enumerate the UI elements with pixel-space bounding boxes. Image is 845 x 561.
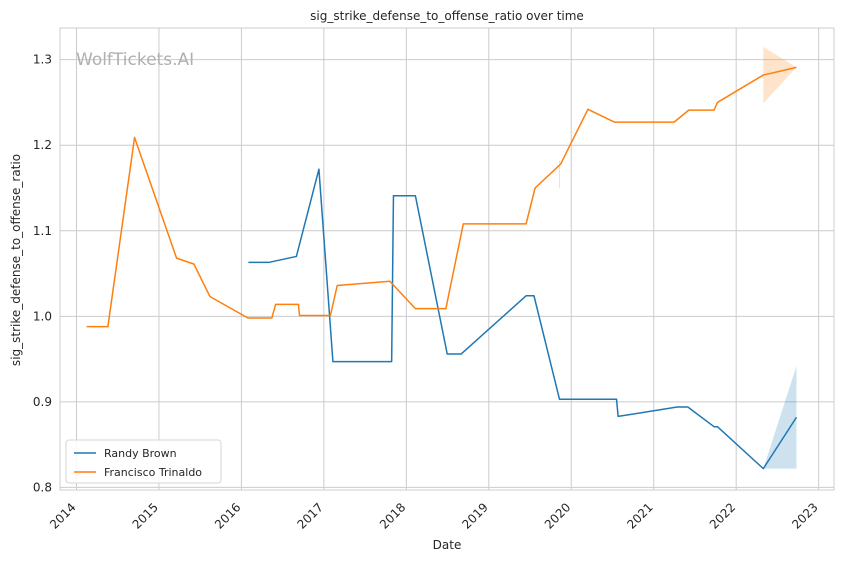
series-line-2 xyxy=(86,66,797,328)
y-tick-label: 0.8 xyxy=(33,480,52,494)
series-line-1 xyxy=(248,168,798,470)
plot-frame xyxy=(59,27,835,491)
watermark-text: WolfTickets.AI xyxy=(76,50,194,70)
confidence-band-1 xyxy=(763,365,797,469)
y-tick-label: 1.1 xyxy=(33,224,52,238)
confidence-band-2 xyxy=(763,46,797,104)
y-tick-label: 1.2 xyxy=(33,138,52,152)
legend-entry: Francisco Trinaldo xyxy=(104,466,202,479)
y-tick-label: 1.3 xyxy=(33,53,52,67)
chart-title: sig_strike_defense_to_offense_ratio over… xyxy=(310,9,584,23)
y-tick-label: 0.9 xyxy=(33,395,52,409)
plot-background xyxy=(60,28,834,490)
legend-entry: Randy Brown xyxy=(104,447,177,460)
x-axis-title: Date xyxy=(433,538,462,552)
legend: Randy Brown Francisco Trinaldo xyxy=(65,439,222,484)
legend-box xyxy=(65,439,222,484)
plot-area: 2014 2015 2016 2017 2018 2019 2020 2021 2022 2023… xyxy=(33,27,835,532)
y-tick-label: 1.0 xyxy=(33,309,52,323)
y-axis-title: sig_strike_defense_to_offense_ratio xyxy=(9,154,23,366)
